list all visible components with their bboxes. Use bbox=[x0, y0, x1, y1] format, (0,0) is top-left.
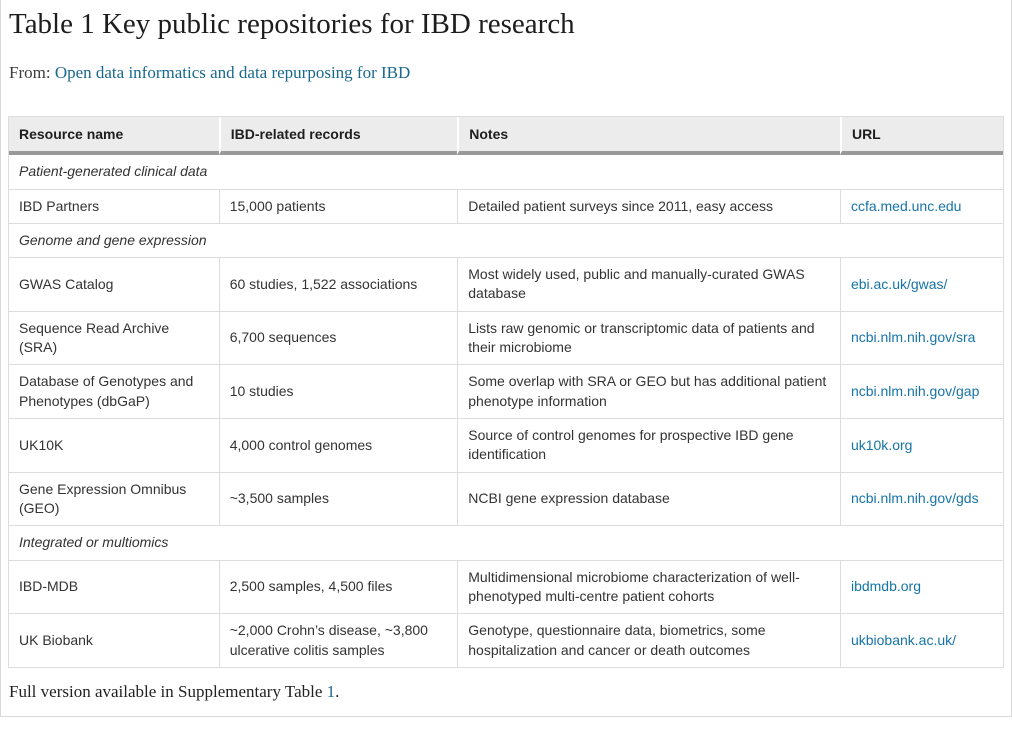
url-cell: ukbiobank.ac.uk/ bbox=[839, 613, 1003, 667]
notes-cell: Source of control genomes for prospectiv… bbox=[457, 418, 840, 472]
notes-cell: NCBI gene expression database bbox=[457, 471, 840, 526]
resource-name-cell: Database of Genotypes and Phenotypes (db… bbox=[9, 364, 219, 418]
resource-name-cell: IBD Partners bbox=[9, 188, 219, 223]
resource-url-link[interactable]: ccfa.med.unc.edu bbox=[850, 197, 962, 214]
resource-name-cell: GWAS Catalog bbox=[9, 257, 219, 311]
resource-name-cell: Gene Expression Omnibus (GEO) bbox=[9, 471, 219, 526]
notes-cell: Detailed patient surveys since 2011, eas… bbox=[457, 188, 840, 223]
page-title: Table 1 Key public repositories for IBD … bbox=[9, 8, 575, 40]
url-cell: ccfa.med.unc.edu bbox=[839, 188, 1003, 223]
from-label: From: bbox=[9, 63, 55, 82]
repositories-table: Resource name IBD-related records Notes … bbox=[8, 116, 1004, 668]
resource-url-link[interactable]: ebi.ac.uk/gwas/ bbox=[850, 275, 948, 292]
table-row: UK10K 4,000 control genomes Source of co… bbox=[9, 418, 1003, 472]
article-link[interactable]: Open data informatics and data repurposi… bbox=[54, 63, 411, 82]
resource-url-link[interactable]: ukbiobank.ac.uk/ bbox=[850, 631, 957, 648]
resource-url-link[interactable]: uk10k.org bbox=[850, 436, 913, 453]
url-cell: uk10k.org bbox=[839, 418, 1003, 472]
column-header-url: URL bbox=[839, 117, 1003, 156]
resource-url-link[interactable]: ncbi.nlm.nih.gov/sra bbox=[850, 329, 976, 346]
footer-note-prefix: Full version available in Supplementary … bbox=[9, 681, 327, 701]
url-cell: ibdmdb.org bbox=[839, 559, 1003, 614]
table-row: IBD Partners 15,000 patients Detailed pa… bbox=[9, 188, 1003, 223]
column-header-resource-name: Resource name bbox=[9, 117, 219, 156]
records-cell: 10 studies bbox=[218, 364, 458, 418]
records-cell: 15,000 patients bbox=[218, 188, 458, 223]
table-row: UK Biobank ~2,000 Crohn’s disease, ~3,80… bbox=[9, 613, 1003, 667]
section-label: Genome and gene expression bbox=[9, 222, 1003, 257]
records-cell: ~2,000 Crohn’s disease, ~3,800 ulcerativ… bbox=[218, 613, 458, 667]
resource-url-link[interactable]: ncbi.nlm.nih.gov/gap bbox=[850, 383, 980, 400]
url-cell: ncbi.nlm.nih.gov/sra bbox=[839, 310, 1003, 365]
resource-url-link[interactable]: ibdmdb.org bbox=[850, 578, 921, 595]
url-cell: ncbi.nlm.nih.gov/gap bbox=[839, 364, 1003, 418]
section-label: Integrated or multiomics bbox=[9, 525, 1003, 559]
url-cell: ebi.ac.uk/gwas/ bbox=[839, 257, 1003, 311]
footer-note: Full version available in Supplementary … bbox=[9, 682, 1004, 702]
resource-name-cell: UK Biobank bbox=[9, 613, 219, 667]
resource-name-cell: IBD-MDB bbox=[9, 559, 219, 614]
resource-name-cell: UK10K bbox=[9, 418, 219, 472]
notes-cell: Lists raw genomic or transcriptomic data… bbox=[457, 310, 840, 365]
column-header-notes: Notes bbox=[457, 117, 840, 156]
resource-url-link[interactable]: ncbi.nlm.nih.gov/gds bbox=[850, 490, 979, 507]
table-row: GWAS Catalog 60 studies, 1,522 associati… bbox=[9, 257, 1003, 311]
column-header-ibd-records: IBD-related records bbox=[218, 117, 458, 156]
records-cell: 6,700 sequences bbox=[218, 310, 458, 365]
notes-cell: Most widely used, public and manually-cu… bbox=[457, 257, 840, 311]
table-page-panel: Table 1 Key public repositories for IBD … bbox=[0, 0, 1012, 717]
section-header-row: Genome and gene expression bbox=[9, 222, 1003, 257]
records-cell: 60 studies, 1,522 associations bbox=[218, 257, 458, 311]
table-row: IBD-MDB 2,500 samples, 4,500 files Multi… bbox=[9, 559, 1003, 614]
section-header-row: Patient-generated clinical data bbox=[9, 155, 1003, 188]
url-cell: ncbi.nlm.nih.gov/gds bbox=[839, 471, 1003, 526]
notes-cell: Multidimensional microbiome characteriza… bbox=[457, 559, 840, 614]
from-line: From: Open data informatics and data rep… bbox=[9, 63, 1004, 83]
notes-cell: Genotype, questionnaire data, biometrics… bbox=[457, 613, 840, 667]
section-header-row: Integrated or multiomics bbox=[9, 525, 1003, 559]
table-header-row: Resource name IBD-related records Notes … bbox=[9, 117, 1003, 156]
section-label: Patient-generated clinical data bbox=[19, 163, 208, 180]
records-cell: 4,000 control genomes bbox=[218, 418, 458, 472]
footer-note-suffix: . bbox=[335, 681, 340, 701]
table-row: Gene Expression Omnibus (GEO) ~3,500 sam… bbox=[9, 471, 1003, 526]
records-cell: ~3,500 samples bbox=[218, 471, 458, 526]
table-row: Sequence Read Archive (SRA) 6,700 sequen… bbox=[9, 310, 1003, 365]
supplementary-table-link[interactable]: 1 bbox=[326, 681, 336, 701]
records-cell: 2,500 samples, 4,500 files bbox=[218, 559, 458, 614]
table-row: Database of Genotypes and Phenotypes (db… bbox=[9, 364, 1003, 418]
notes-cell: Some overlap with SRA or GEO but has add… bbox=[457, 364, 840, 418]
resource-name-cell: Sequence Read Archive (SRA) bbox=[9, 310, 219, 365]
